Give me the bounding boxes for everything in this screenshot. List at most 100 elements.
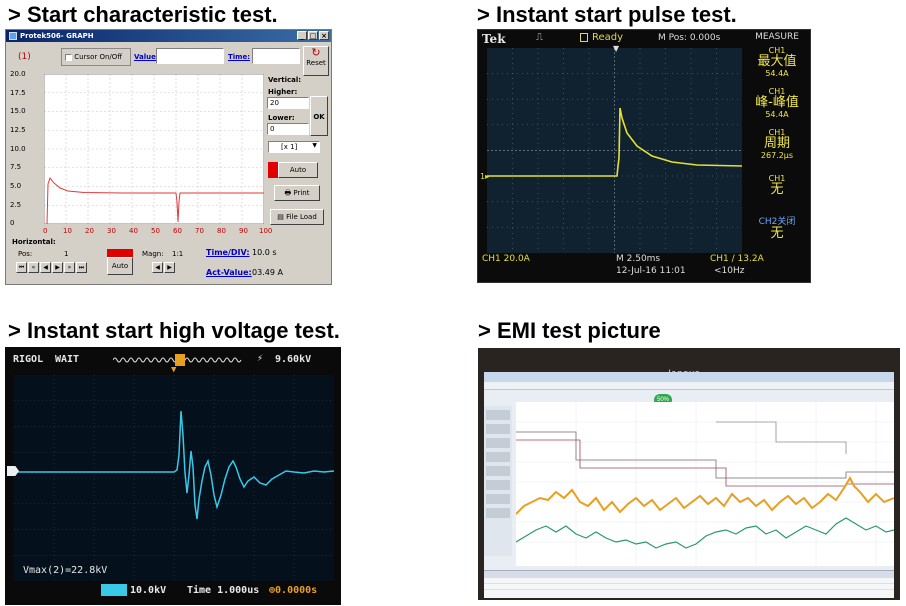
scale-select-value: [x 1]	[281, 143, 298, 151]
tek-trigger: CH1 ∕ 13.2A	[710, 254, 764, 264]
x-tick: 50	[151, 227, 160, 235]
side-button[interactable]	[486, 410, 510, 420]
prev-icon[interactable]: ◀	[40, 262, 51, 273]
tek-timebase: M 2.50ms	[616, 254, 661, 264]
time-label: Time:	[228, 53, 251, 61]
value-label: Value:	[134, 53, 159, 61]
table-row	[484, 584, 894, 590]
channel-icon	[101, 584, 127, 596]
upper-trace	[516, 475, 894, 515]
cursor-toggle[interactable]: Cursor On/Off	[61, 48, 131, 66]
limit-line	[716, 421, 847, 454]
magn-value: 1:1	[172, 250, 184, 258]
y-tick: 5.0	[10, 182, 22, 190]
side-button[interactable]	[486, 480, 510, 490]
trigger-position-icon: ▼	[171, 365, 177, 375]
value-field	[156, 48, 224, 64]
file-icon: ▤	[277, 213, 284, 221]
x-tick: 20	[85, 227, 94, 235]
print-label: Print	[293, 189, 310, 197]
rigol-vmax: Vmax(2)=22.8kV	[23, 565, 108, 576]
x-tick: 90	[239, 227, 248, 235]
close-icon[interactable]: ×	[319, 31, 329, 40]
x-tick: 0	[43, 227, 48, 235]
current-trace	[46, 176, 264, 224]
measurement-value: 54.4A	[765, 69, 789, 78]
pulse-icon: ⎍	[536, 32, 543, 43]
emi-results-table	[484, 570, 894, 598]
magn-next-icon[interactable]: ▶	[164, 262, 175, 273]
measurement-ch: CH1	[768, 174, 786, 183]
forward-icon[interactable]: »	[64, 262, 75, 273]
measurement-name: 无	[770, 226, 784, 241]
reset-button[interactable]: ↻ Reset	[303, 46, 329, 76]
rigol-offset-value: 0.0000s	[275, 585, 318, 596]
app-icon	[9, 32, 17, 40]
y-tick: 2.5	[10, 201, 22, 209]
pos-label: Pos:	[18, 250, 33, 258]
file-load-label: File Load	[286, 213, 317, 221]
trigger-edge-icon: ⚡	[257, 353, 264, 364]
x-tick: 80	[217, 227, 226, 235]
magn-label: Magn:	[142, 250, 164, 258]
vertical-auto-button[interactable]: Auto	[278, 162, 318, 178]
maximize-icon[interactable]: □	[308, 31, 318, 40]
magn-prev-icon[interactable]: ◀	[152, 262, 163, 273]
ready-icon	[580, 33, 588, 42]
cursor-checkbox[interactable]	[65, 53, 72, 61]
x-tick: 30	[107, 227, 116, 235]
tek-mpos: M Pos: 0.000s	[658, 33, 721, 43]
emi-spectrum-plot	[516, 402, 894, 566]
measurement-name: 峰-峰值	[755, 95, 799, 110]
table-header	[484, 571, 894, 578]
heading-start-characteristic: > Start characteristic test.	[8, 2, 278, 27]
measure-title: MEASURE	[755, 32, 799, 42]
lower-trace	[516, 517, 894, 549]
table-row	[484, 578, 894, 584]
first-icon[interactable]: ⏮	[16, 262, 27, 273]
rewind-icon[interactable]: «	[28, 262, 39, 273]
y-tick: 0	[10, 219, 15, 227]
measurement-name: 周期	[763, 136, 790, 151]
scale-select[interactable]: [x 1] ▼	[268, 141, 320, 153]
time-div-value: 10.0 s	[252, 248, 277, 257]
rigol-screen	[14, 375, 334, 581]
tek-screen	[487, 48, 742, 253]
pos-value: 1	[64, 250, 69, 258]
x-tick: 100	[259, 227, 273, 235]
last-icon[interactable]: ⏭	[76, 262, 87, 273]
heading-instant-hv: > Instant start high voltage test.	[8, 318, 340, 343]
y-tick: 12.5	[10, 126, 26, 134]
pulse-trace	[487, 107, 742, 177]
minimize-icon[interactable]: _	[297, 31, 307, 40]
next-icon[interactable]: ▶	[52, 262, 63, 273]
printer-icon: 🖶	[284, 189, 292, 197]
side-button[interactable]	[486, 438, 510, 448]
side-button[interactable]	[486, 508, 510, 518]
higher-input[interactable]: 20	[267, 97, 309, 109]
tek-freq: <10Hz	[714, 266, 745, 276]
limit-line	[516, 431, 894, 479]
side-button[interactable]	[486, 452, 510, 462]
proteck-graph-window: Protek506- GRAPH _ □ × (1) Cursor On/Off…	[5, 29, 332, 285]
memory-bar-icon	[113, 354, 242, 366]
emi-side-panel	[484, 406, 512, 556]
file-load-button[interactable]: ▤ File Load	[270, 209, 324, 225]
print-button[interactable]: 🖶 Print	[274, 185, 320, 201]
ch1-ground-marker-icon	[7, 466, 19, 476]
chevron-down-icon: ▼	[312, 142, 317, 149]
ok-button[interactable]: OK	[310, 96, 328, 136]
lower-label: Lower:	[268, 114, 295, 122]
magn-buttons: ◀ ▶	[152, 262, 175, 273]
side-button[interactable]	[486, 424, 510, 434]
side-button[interactable]	[486, 494, 510, 504]
horizontal-auto-button[interactable]: Auto	[107, 257, 133, 275]
emi-menubar	[484, 382, 894, 390]
hv-trace	[14, 410, 334, 520]
measurement-4: CH1 无	[744, 174, 810, 197]
tek-status: Ready	[592, 32, 624, 43]
side-button[interactable]	[486, 466, 510, 476]
window-titlebar: Protek506- GRAPH _ □ ×	[6, 30, 331, 42]
lower-input[interactable]: 0	[267, 123, 309, 135]
cursor-label: Cursor On/Off	[74, 53, 123, 61]
